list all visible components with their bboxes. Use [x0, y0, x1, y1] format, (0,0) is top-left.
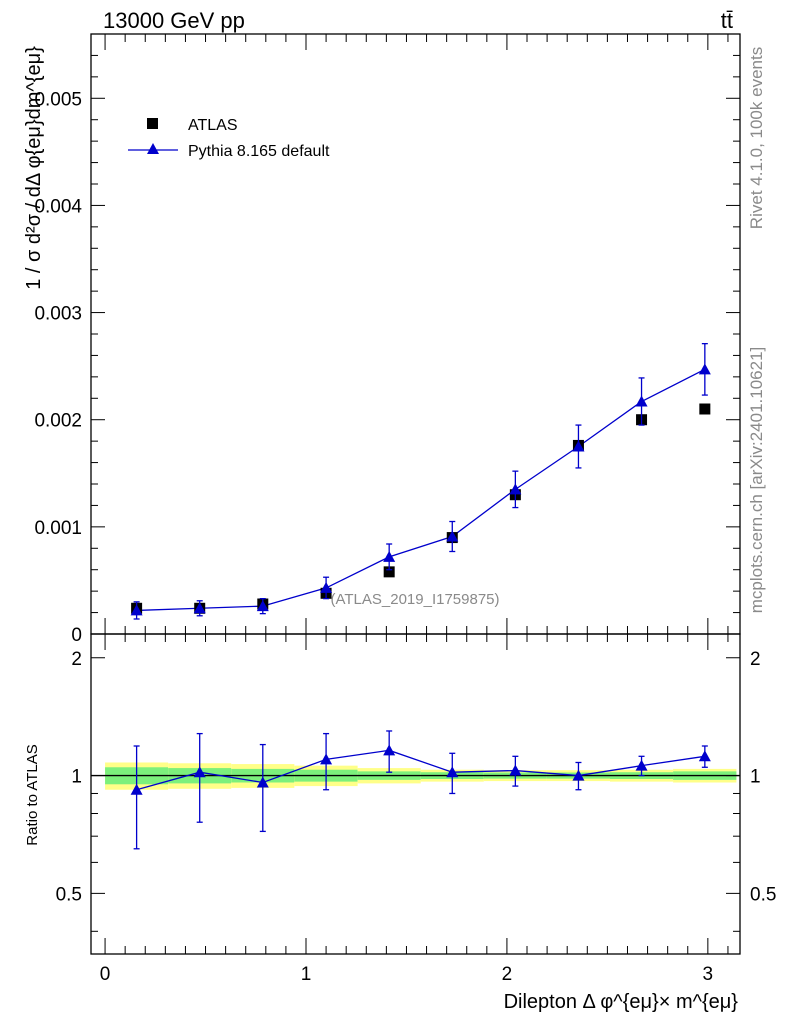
x-tick-label: 1: [301, 964, 312, 985]
ratio-mc-point: [446, 766, 459, 778]
mc-data-point: [193, 602, 206, 614]
main-y-tick-label: 0.004: [34, 196, 82, 217]
rivet-label: Rivet 4.1.0, 100k events: [747, 47, 766, 229]
ratio-mc-line: [136, 749, 705, 791]
main-y-tick-label: 0.001: [34, 518, 82, 539]
main-y-tick-label: 0.005: [34, 89, 82, 110]
atlas-data-point: [699, 403, 711, 415]
legend-mc-label: Pythia 8.165 default: [188, 143, 330, 160]
x-tick-label: 2: [502, 964, 513, 985]
mc-data-point: [572, 440, 585, 452]
ratio-mc-point: [698, 750, 711, 762]
ratio-y-tick-label-left: 2: [71, 649, 82, 670]
ratio-mc-point: [256, 776, 269, 788]
mc-data-point: [446, 530, 459, 542]
ratio-y-tick-label-left: 0.5: [56, 884, 82, 905]
legend: ATLAS Pythia 8.165 default: [128, 117, 330, 160]
main-y-axis-title: 1 / σ d²σ / dΔ φ{eμ}dm^{eμ}: [23, 46, 45, 290]
process-label: tt̄: [721, 8, 733, 33]
ratio-y-tick-label-left: 1: [71, 767, 82, 788]
mc-series-line: [136, 368, 706, 612]
main-y-tick-label: 0.002: [34, 411, 82, 432]
energy-label: 13000 GeV pp: [103, 8, 245, 33]
mc-data-point: [320, 581, 333, 593]
ratio-mc-point: [130, 783, 143, 795]
ratio-mc-point: [320, 753, 333, 765]
x-axis-title: Dilepton Δ φ^{eμ}× m^{eμ}: [504, 991, 739, 1013]
ratio-mc-point: [383, 744, 396, 756]
legend-data-label: ATLAS: [188, 117, 238, 134]
ratio-y-tick-label-right: 0.5: [750, 884, 776, 905]
mc-data-point: [698, 363, 711, 375]
ratio-y-tick-label-right: 1: [750, 767, 761, 788]
legend-mc-marker: [147, 143, 159, 154]
ratio-mc-point: [572, 769, 585, 781]
main-y-tick-label: 0: [71, 625, 82, 646]
mc-data-point: [130, 604, 143, 616]
x-tick-label: 3: [703, 964, 714, 985]
main-y-tick-label: 0.003: [34, 304, 82, 325]
ratio-mc-point: [193, 766, 206, 778]
ratio-y-axis-title: Ratio to ATLAS: [24, 744, 41, 845]
mc-data-point: [509, 483, 522, 495]
mcplots-label: mcplots.cern.ch [arXiv:2401.10621]: [747, 347, 766, 613]
mc-data-point: [635, 395, 648, 407]
mc-data-point: [256, 600, 269, 612]
atlas-data-point: [383, 566, 395, 578]
analysis-watermark: (ATLAS_2019_I1759875): [330, 591, 499, 608]
ratio-panel-frame: [90, 633, 741, 955]
mc-data-point: [383, 550, 396, 562]
x-tick-label: 0: [100, 964, 111, 985]
ratio-mc-point: [635, 759, 648, 771]
legend-data-marker: [147, 118, 158, 129]
ratio-mc-point: [509, 764, 522, 776]
ratio-y-tick-label-right: 2: [750, 649, 761, 670]
